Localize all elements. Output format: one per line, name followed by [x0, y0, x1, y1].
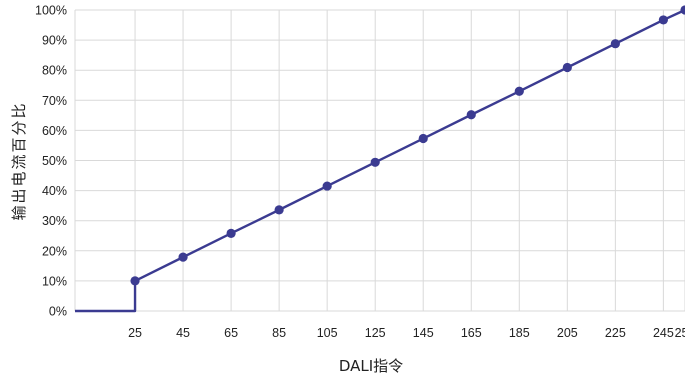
x-tick-label: 145: [413, 326, 434, 340]
data-point: [658, 15, 668, 25]
x-tick-label: 245: [653, 326, 674, 340]
x-axis-label: DALI指令: [339, 357, 403, 375]
y-tick-label: 10%: [42, 274, 67, 288]
y-tick-label: 60%: [42, 124, 67, 138]
y-tick-label: 80%: [42, 64, 67, 78]
x-axis-ticks: 25 45 65 85 105 125 145 165 185 205 225 245254: [128, 326, 685, 340]
x-tick-label: 125: [365, 326, 386, 340]
y-tick-label: 70%: [42, 94, 67, 108]
x-tick-label: 185: [509, 326, 530, 340]
data-point: [226, 228, 236, 238]
data-point: [322, 181, 332, 191]
x-tick-label: 85: [272, 326, 286, 340]
data-point: [610, 39, 620, 49]
y-tick-label: 40%: [42, 184, 67, 198]
x-tick-label: 254: [675, 326, 685, 340]
y-tick-label: 90%: [42, 34, 67, 48]
x-tick-label: 205: [557, 326, 578, 340]
data-point: [418, 133, 428, 144]
data-point: [466, 110, 476, 120]
data-point: [370, 157, 380, 167]
data-point: [680, 5, 685, 15]
data-point: [274, 205, 284, 215]
y-axis-ticks: 0% 10% 20% 30% 40% 50% 60% 70% 80% 90% 100%: [35, 4, 67, 319]
data-point: [178, 252, 188, 262]
y-tick-label: 30%: [42, 214, 67, 228]
data-point: [562, 62, 572, 73]
data-point: [130, 276, 140, 286]
x-tick-label: 165: [461, 326, 482, 340]
series-layer: [75, 5, 685, 313]
y-tick-label: 100%: [35, 4, 67, 18]
data-point: [514, 86, 524, 96]
x-tick-label: 105: [317, 326, 338, 340]
x-tick-label: 45: [176, 326, 190, 340]
x-tick-label: 25: [128, 326, 142, 340]
y-tick-label: 50%: [42, 154, 67, 168]
x-tick-label: 225: [605, 326, 626, 340]
x-tick-label: 65: [224, 326, 238, 340]
y-tick-label: 20%: [42, 244, 67, 258]
y-axis-label: 输出电流百分比: [10, 101, 28, 220]
y-tick-label: 0%: [49, 305, 67, 319]
grid-lines: [74, 9, 685, 312]
